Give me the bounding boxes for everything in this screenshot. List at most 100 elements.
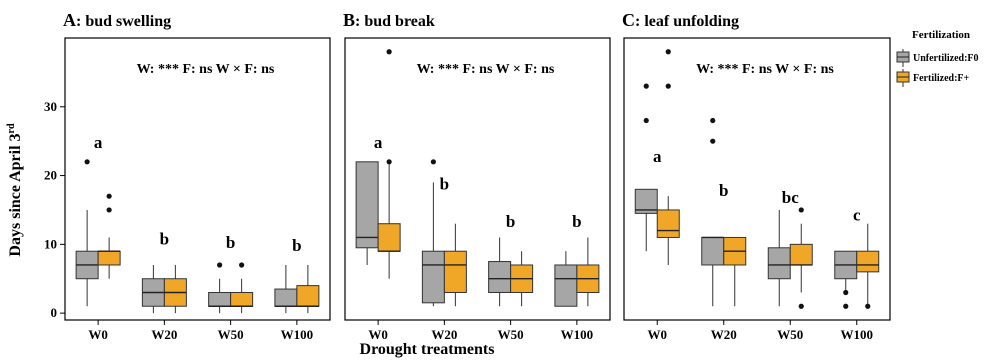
panel-title-text: : bud swelling [76, 13, 171, 30]
significance-letter: b [719, 181, 728, 200]
y-tick-label: 0 [51, 305, 58, 320]
outlier-point [217, 262, 223, 268]
x-tick-label: W100 [841, 327, 874, 342]
box-iqr [208, 291, 232, 307]
box-w100-unfertilized [274, 264, 298, 314]
y-tick-label: 30 [44, 99, 57, 114]
panel-title-letter: B [343, 10, 355, 30]
panel-frame [623, 37, 891, 321]
outlier-point [386, 49, 392, 55]
panel-title: A: bud swelling [63, 10, 171, 30]
panel-title-letter: C [622, 10, 635, 30]
box-iqr [767, 247, 791, 280]
box-w20-unfertilized [701, 117, 725, 307]
legend-label: Fertilized:F+ [913, 73, 970, 84]
x-tick-label: W50 [777, 327, 803, 342]
box-w0-fertilized [377, 49, 401, 279]
x-tick-label: W50 [218, 327, 244, 342]
panel-title-text: : leaf unfolding [635, 13, 739, 30]
box-w20-fertilized [723, 236, 747, 307]
box-iqr [355, 161, 379, 249]
significance-letter: c [853, 205, 861, 224]
significance-letter: a [374, 133, 383, 152]
x-tick-label: W0 [88, 327, 108, 342]
y-tick-label: 20 [44, 168, 57, 183]
significance-letter: b [440, 174, 449, 193]
box-w100-fertilized [296, 264, 320, 314]
significance-letter: bc [782, 188, 799, 207]
outlier-point [710, 138, 716, 144]
box-iqr [97, 250, 121, 266]
x-tick-label: W20 [431, 327, 457, 342]
box-w0-unfertilized [355, 161, 379, 265]
box-iqr [634, 188, 658, 214]
box-w50-unfertilized [767, 209, 791, 307]
x-tick-label: W0 [648, 327, 668, 342]
y-axis-title-group: Days since April 3rd [6, 123, 24, 257]
box-w20-fertilized [163, 264, 187, 314]
outlier-point [386, 159, 392, 165]
outlier-point [106, 193, 112, 199]
box-w100-fertilized [576, 237, 600, 307]
box-w0-unfertilized [634, 83, 658, 252]
panel-frame [344, 37, 611, 321]
box-w100-unfertilized [834, 250, 858, 309]
significance-letter: b [160, 229, 169, 248]
significance-letter: b [572, 212, 581, 231]
stats-annotation: W: *** F: ns W × F: ns [696, 62, 834, 77]
outlier-point [84, 159, 90, 165]
x-tick-label: W100 [561, 327, 594, 342]
outlier-point [643, 117, 649, 124]
box-iqr [789, 243, 813, 266]
box-w100-unfertilized [554, 251, 578, 307]
y-axis-title: Days since April 3rd [6, 123, 24, 257]
outlier-point [239, 262, 245, 268]
box-w50-unfertilized [488, 237, 512, 307]
significance-letter: a [94, 133, 103, 152]
box-iqr [274, 288, 298, 307]
outlier-point [843, 289, 849, 296]
box-iqr [701, 236, 725, 266]
box-w100-fertilized [856, 223, 880, 309]
panel-b: B: bud break W: *** F: ns W × F: ns W0 W20 W… [343, 10, 611, 342]
outlier-point [798, 303, 804, 309]
box-w50-fertilized [230, 262, 254, 314]
box-w20-unfertilized [141, 264, 165, 314]
legend-title: Fertilization [912, 29, 970, 41]
x-tick-label: W20 [711, 327, 737, 342]
x-tick-label: W100 [281, 327, 314, 342]
significance-letter: b [506, 212, 515, 231]
box-iqr [421, 250, 445, 304]
box-iqr [230, 291, 254, 307]
box-iqr [443, 250, 467, 293]
box-w0-fertilized [656, 49, 680, 265]
x-axis-title: Drought treatments [360, 341, 495, 358]
significance-letter: b [292, 236, 301, 255]
box-iqr [488, 261, 512, 293]
outlier-point [430, 159, 436, 165]
panel-a: A: bud swelling W: *** F: ns W × F: ns 0 10… [44, 10, 331, 342]
legend: Fertilization Unfertilized:F0 Fertilized:F… [896, 29, 979, 87]
box-iqr [656, 209, 680, 238]
outlier-point [665, 49, 671, 55]
significance-letter: b [226, 233, 235, 252]
box-iqr [377, 223, 401, 252]
x-tick-label: W0 [368, 327, 388, 342]
outlier-point [843, 303, 849, 309]
outlier-point [106, 207, 112, 213]
stats-annotation: W: *** F: ns W × F: ns [137, 62, 275, 77]
x-tick-label: W50 [498, 327, 524, 342]
outlier-point [665, 83, 671, 89]
outlier-point [643, 83, 649, 89]
y-tick-label: 10 [44, 236, 57, 251]
outlier-point [798, 207, 804, 213]
panels: A: bud swelling W: *** F: ns W × F: ns 0 10… [44, 10, 891, 342]
x-tick-label: W20 [151, 327, 177, 342]
legend-label: Unfertilized:F0 [913, 53, 979, 64]
box-w50-unfertilized [208, 262, 232, 314]
box-w0-unfertilized [75, 159, 99, 307]
panel-frame [64, 37, 331, 321]
box-iqr [296, 285, 320, 307]
box-iqr [856, 250, 880, 273]
